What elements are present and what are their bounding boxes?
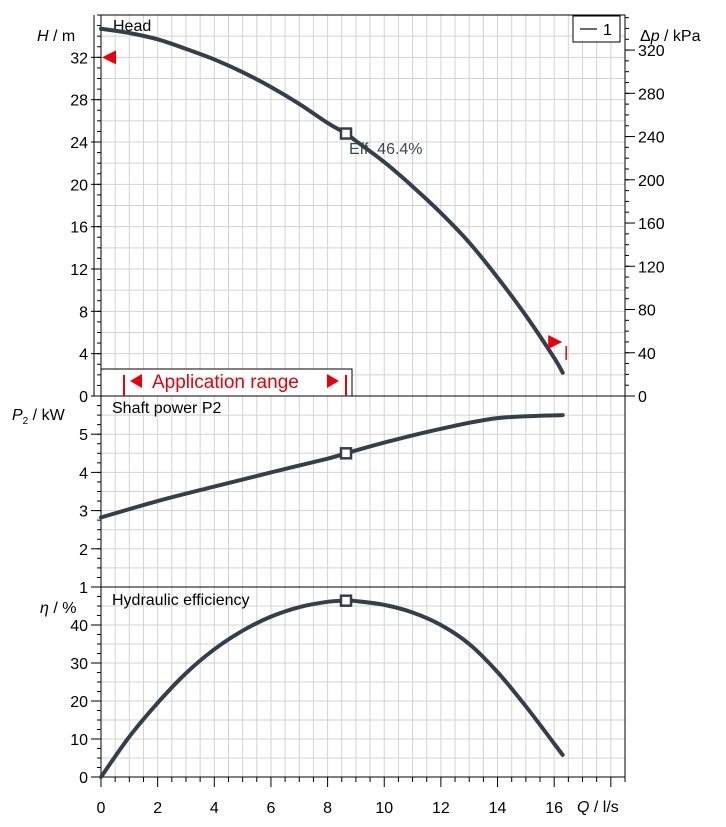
pressure-axis-symbol-delta: Δ xyxy=(640,28,651,45)
y-tick-label: 0 xyxy=(79,389,88,406)
y-tick-label: 16 xyxy=(70,220,88,237)
y-tick-label: 10 xyxy=(70,732,88,749)
y-tick-label: 32 xyxy=(70,50,88,67)
operating-point-marker xyxy=(339,447,353,460)
pressure-axis-unit: / kPa xyxy=(660,28,701,45)
x-tick-label: 0 xyxy=(97,800,106,817)
operating-point-marker xyxy=(339,127,353,140)
efficiency-axis-symbol: η xyxy=(40,600,49,617)
x-tick-label: 6 xyxy=(266,800,275,817)
axis-ticks xyxy=(91,14,635,787)
y-tick-label: 4 xyxy=(79,347,88,364)
markers xyxy=(102,50,567,607)
x-tick-label: 8 xyxy=(323,800,332,817)
y-tick-label: 20 xyxy=(70,177,88,194)
x-tick-label: 12 xyxy=(432,800,450,817)
power-axis-unit: / kW xyxy=(28,407,65,424)
y-tick-label: 28 xyxy=(70,93,88,110)
flow-axis-symbol: Q xyxy=(577,799,589,816)
power-axis-symbol: P xyxy=(12,407,23,424)
y2-tick-label: 160 xyxy=(638,216,665,233)
y-tick-label: 20 xyxy=(70,694,88,711)
flow-axis-label: Q / l/s xyxy=(577,799,619,816)
y-tick-label: 4 xyxy=(79,465,88,482)
pressure-axis-symbol: p xyxy=(650,28,660,45)
x-tick-label: 16 xyxy=(545,800,563,817)
x-tick-label: 14 xyxy=(489,800,507,817)
efficiency-panel-title: Hydraulic efficiency xyxy=(112,592,250,609)
efficiency-curve xyxy=(99,598,565,779)
power-curve xyxy=(99,413,565,520)
y-tick-label: 1 xyxy=(79,580,88,597)
x-tick-label: 4 xyxy=(210,800,219,817)
efficiency-annotation: Eff. 46.4% xyxy=(349,141,423,158)
efficiency-axis-label: η / % xyxy=(40,600,76,617)
y2-tick-label: 0 xyxy=(638,389,647,406)
flow-axis-unit: / l/s xyxy=(589,799,618,816)
end-of-curve-arrow xyxy=(548,335,563,350)
application-range-box xyxy=(100,368,353,397)
x-tick-label: 2 xyxy=(153,800,162,817)
efficiency-axis-unit: / % xyxy=(49,600,77,617)
y-tick-label: 0 xyxy=(79,770,88,787)
tick-labels: 0481216202428321234501020304004080120160… xyxy=(70,43,665,817)
operating-point-marker xyxy=(339,594,353,607)
power-axis-subscript: 2 xyxy=(23,416,29,427)
y-tick-label: 5 xyxy=(79,427,88,444)
y-tick-label: 30 xyxy=(70,656,88,673)
y-tick-label: 40 xyxy=(70,618,88,635)
power-axis-label: P2 / kW xyxy=(12,407,66,427)
x-tick-label: 10 xyxy=(375,800,393,817)
y-tick-label: 24 xyxy=(70,135,88,152)
application-range-label: Application range xyxy=(152,372,299,393)
head-axis-label: H / m xyxy=(37,28,75,45)
y2-tick-label: 40 xyxy=(638,346,656,363)
y2-tick-label: 200 xyxy=(638,173,665,190)
application-range-right-arrow xyxy=(327,374,339,388)
pressure-axis-label: Δp / kPa xyxy=(640,28,701,45)
y2-tick-label: 80 xyxy=(638,303,656,320)
y-tick-label: 2 xyxy=(79,542,88,559)
y-tick-label: 3 xyxy=(79,504,88,521)
duty-point-arrow xyxy=(102,50,116,65)
y2-tick-label: 120 xyxy=(638,259,665,276)
power-panel-title: Shaft power P2 xyxy=(112,400,222,417)
head-curve xyxy=(99,26,565,375)
legend-entry-1: 1 xyxy=(603,22,612,39)
head-axis-symbol: H xyxy=(37,28,49,45)
y-tick-label: 8 xyxy=(79,304,88,321)
y2-tick-label: 240 xyxy=(638,130,665,147)
y2-tick-label: 320 xyxy=(638,43,665,60)
application-range-left-arrow xyxy=(130,374,142,388)
y-tick-label: 12 xyxy=(70,262,88,279)
y2-tick-label: 280 xyxy=(638,86,665,103)
head-axis-unit: / m xyxy=(49,28,76,45)
